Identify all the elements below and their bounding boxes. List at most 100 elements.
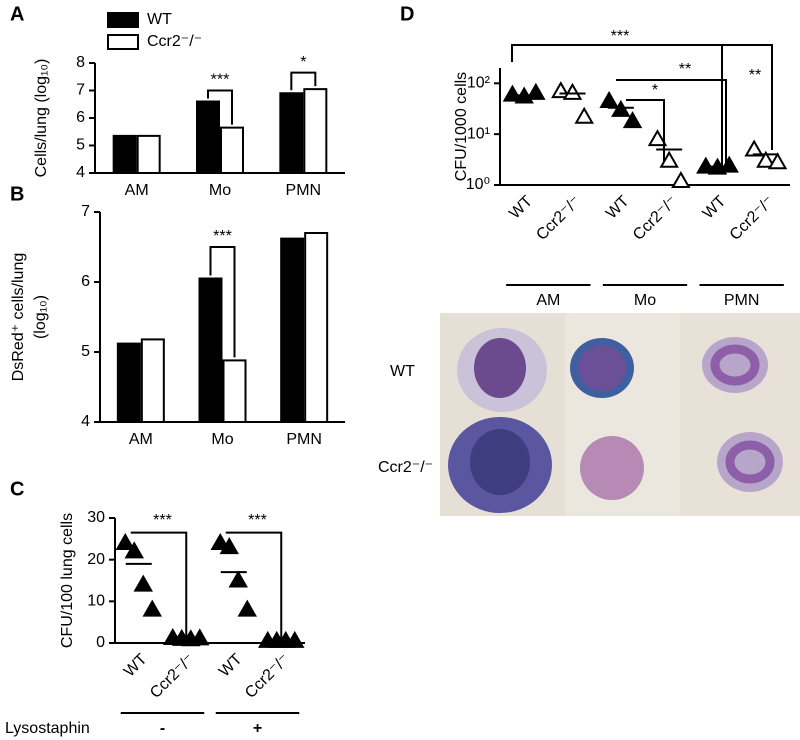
significance-label: ***	[248, 512, 267, 529]
x-tick-label: Ccr2⁻/⁻	[533, 193, 584, 244]
axis	[499, 68, 790, 186]
bar	[222, 359, 247, 423]
data-point	[611, 99, 631, 117]
y-tick-label: 10⁰	[466, 176, 490, 193]
significance-bracket	[511, 44, 723, 170]
group-label: Mo	[634, 292, 656, 309]
y-axis-label: (log₁₀)	[32, 295, 49, 339]
x-tick-label: Ccr2⁻/⁻	[242, 651, 293, 702]
x-tick-label: Ccr2⁻/⁻	[147, 651, 198, 702]
y-axis-label: CFU/100 lung cells	[59, 513, 76, 648]
data-point	[190, 628, 210, 646]
nucleus	[578, 345, 626, 391]
bar	[112, 134, 137, 174]
legend-swatch	[107, 12, 139, 28]
y-tick-label: 10¹	[467, 125, 490, 142]
data-point	[719, 155, 739, 173]
cell	[580, 436, 644, 500]
x-tick-label: WT	[506, 193, 536, 223]
y-tick-label: 8	[76, 54, 85, 71]
group-label: AM	[536, 292, 560, 309]
group-label: -	[160, 720, 165, 737]
significance-label: ***	[213, 228, 232, 245]
data-point	[659, 150, 679, 168]
y-tick-label: 6	[76, 109, 85, 126]
data-point	[647, 129, 668, 147]
row-label: WT	[390, 363, 415, 380]
row-label: Ccr2⁻/⁻	[378, 459, 433, 476]
nucleus	[710, 344, 760, 386]
legend-label: WT	[147, 11, 172, 28]
bar	[280, 237, 305, 423]
legend-label: Ccr2⁻/⁻	[147, 33, 202, 50]
significance-label: ***	[211, 72, 230, 89]
significance-bracket	[722, 44, 773, 150]
y-tick-label: 30	[87, 509, 105, 526]
y-tick-label: 0	[96, 634, 105, 651]
x-tick-label: PMN	[286, 182, 322, 199]
significance-label: ***	[611, 28, 630, 45]
legend-swatch	[107, 34, 139, 50]
x-tick-label: PMN	[286, 431, 322, 448]
y-tick-label: 4	[81, 413, 90, 430]
x-tick-label: Ccr2⁻/⁻	[630, 193, 681, 244]
group-label: +	[253, 720, 262, 737]
data-point	[237, 599, 257, 617]
x-tick-label: AM	[125, 182, 149, 199]
bar	[116, 342, 141, 424]
significance-label: *	[652, 82, 658, 99]
x-tick-label: AM	[129, 431, 153, 448]
x-tick-label: WT	[603, 193, 633, 223]
y-tick-label: 20	[87, 551, 105, 568]
data-point	[599, 90, 619, 108]
data-point	[744, 139, 764, 157]
panel-label: D	[400, 3, 414, 25]
nucleus	[470, 429, 530, 495]
nucleus	[725, 440, 775, 484]
x-tick-label: WT	[216, 651, 246, 681]
data-point	[696, 156, 716, 174]
data-point	[219, 537, 239, 555]
data-point	[622, 111, 643, 129]
group-title: Lysostaphin	[5, 720, 90, 737]
x-tick-label: Ccr2⁻/⁻	[727, 193, 778, 244]
data-point	[562, 82, 583, 100]
panel-label: B	[10, 183, 24, 205]
panel-label: C	[10, 478, 24, 500]
data-point	[133, 574, 153, 592]
panel-label: A	[10, 3, 24, 25]
y-axis-label: Cells/lung (log₁₀)	[33, 59, 50, 178]
data-point	[210, 532, 230, 550]
bar	[136, 134, 161, 174]
y-axis-label: CFU/1000 cells	[453, 72, 470, 181]
x-tick-label: Mo	[209, 182, 231, 199]
significance-label: **	[749, 67, 761, 84]
significance-bracket	[626, 99, 665, 162]
significance-bracket	[616, 79, 727, 170]
data-point	[671, 170, 691, 188]
bar	[279, 92, 304, 174]
data-point	[115, 532, 135, 550]
y-tick-label: 4	[76, 164, 85, 181]
data-point	[124, 541, 144, 559]
significance-label: **	[679, 61, 691, 78]
y-tick-label: 5	[76, 137, 85, 154]
data-point	[142, 599, 162, 617]
bar	[140, 338, 165, 423]
significance-bracket	[225, 531, 283, 640]
y-axis-label: DsRed⁺ cells/lung	[10, 253, 27, 382]
bar	[196, 100, 220, 174]
bar	[304, 232, 329, 423]
significance-bracket	[207, 89, 233, 125]
x-tick-label: WT	[700, 193, 730, 223]
x-tick-label: Mo	[211, 431, 233, 448]
bar	[303, 88, 328, 174]
y-tick-label: 10	[87, 593, 105, 610]
group-label: PMN	[724, 292, 760, 309]
data-point	[756, 150, 776, 168]
data-point	[526, 82, 546, 100]
data-point	[228, 570, 248, 588]
significance-label: ***	[153, 512, 172, 529]
y-tick-label: 7	[76, 82, 85, 99]
